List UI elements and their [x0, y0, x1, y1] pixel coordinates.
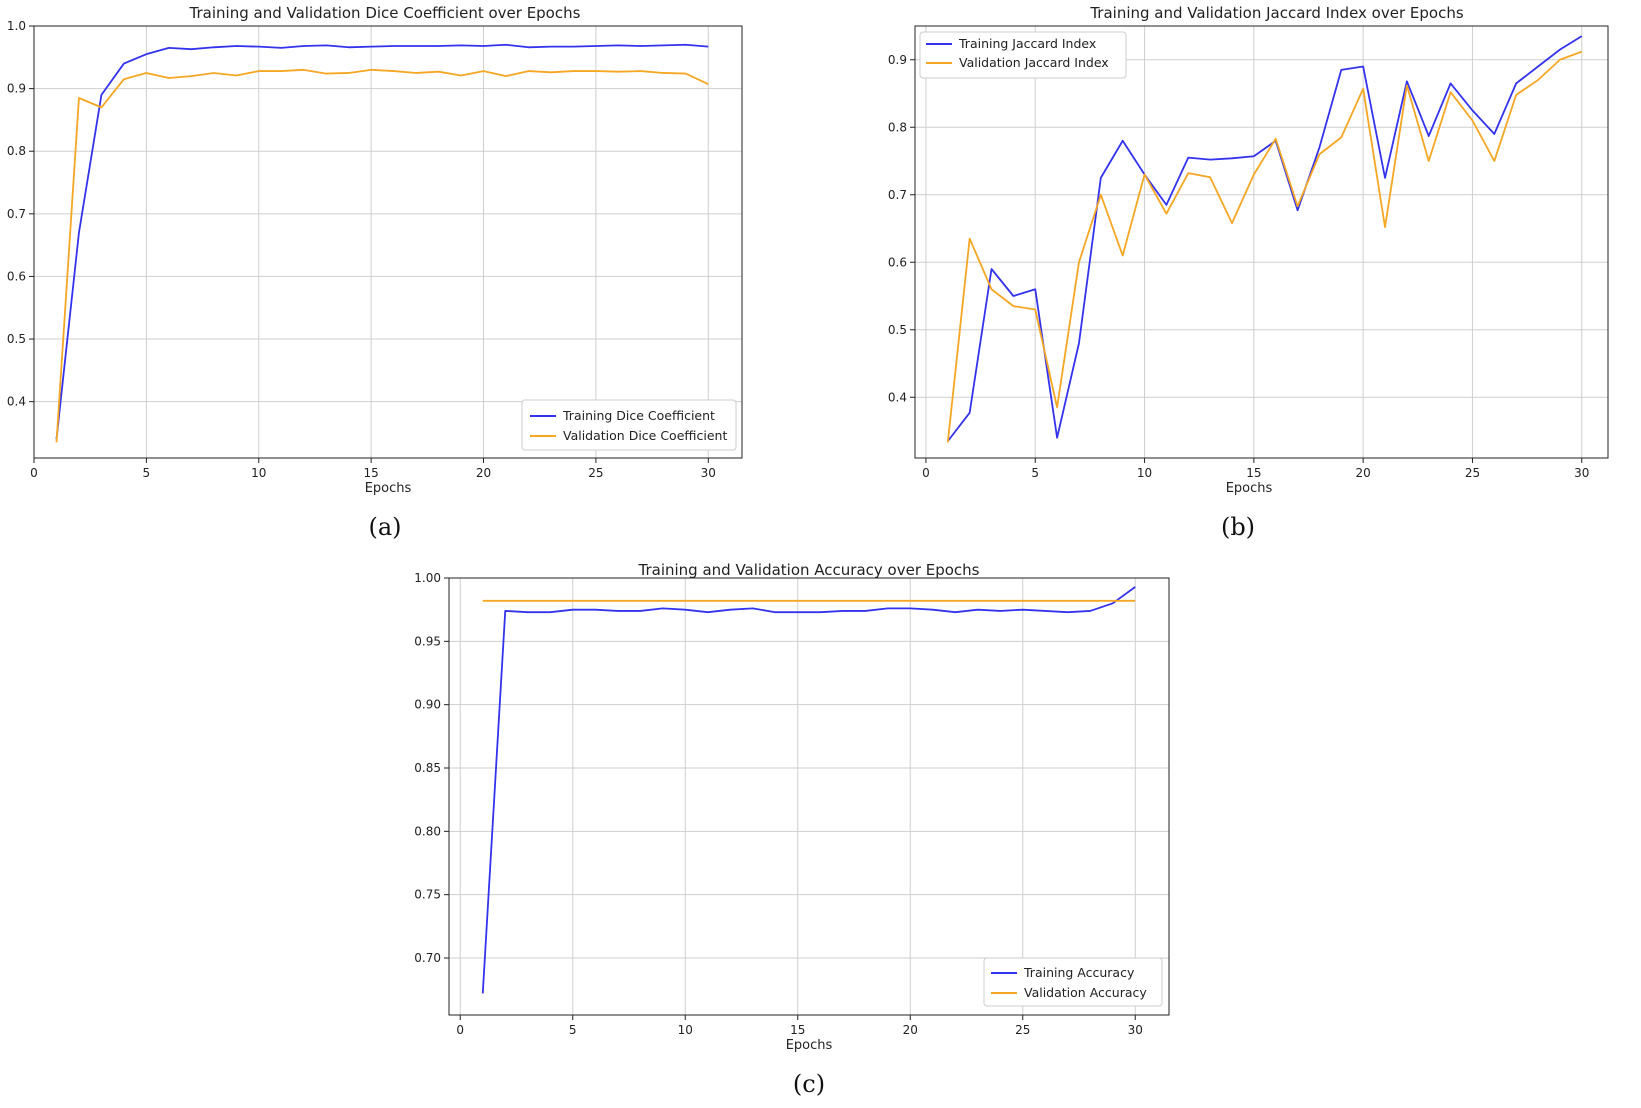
panel-c-ytick-label: 0.75	[414, 888, 441, 902]
panel-c-axes-frame	[448, 577, 1170, 1016]
panel-c-ytick-label: 0.95	[414, 634, 441, 648]
panel-a-legend: Training Dice Coefficient Validation Dic…	[521, 399, 737, 451]
panel-b-xlabel: Epochs	[1226, 481, 1273, 496]
panel-b-ytick-label: 0.7	[888, 188, 907, 202]
panel-a-ytick-label: 0.9	[7, 82, 26, 96]
panel-a-ytick-label: 0.4	[7, 395, 26, 409]
panel-a-ytick-label: 0.5	[7, 332, 26, 346]
panel-b-ytick-label: 0.6	[888, 255, 907, 269]
panel-c-caption: (c)	[793, 1070, 825, 1098]
panel-c-xtick-label: 15	[790, 1023, 805, 1037]
panel-b-legend-label-validation: Validation Jaccard Index	[959, 55, 1109, 70]
panel-a-legend-label-training: Training Dice Coefficient	[562, 408, 715, 423]
panel-a-axes-frame	[33, 25, 743, 459]
panel-b-title: Training and Validation Jaccard Index ov…	[1089, 4, 1463, 22]
panel-a-xtick-label: 30	[701, 466, 716, 480]
panel-c-legend-box	[983, 957, 1163, 1007]
panel-a-legend-label-validation: Validation Dice Coefficient	[563, 428, 727, 443]
panel-c-xtick-label: 5	[569, 1023, 577, 1037]
panel-b-ytick-label: 0.5	[888, 323, 907, 337]
panel-b-caption: (b)	[1221, 513, 1255, 541]
panel-a-xtick-label: 25	[588, 466, 603, 480]
panel-c-xlabel: Epochs	[786, 1038, 833, 1053]
panel-b-xtick-label: 10	[1137, 466, 1152, 480]
panel-a-xtick-label: 15	[364, 466, 379, 480]
panel-a-ytick-label: 0.8	[7, 144, 26, 158]
panel-c-ytick-label: 0.70	[414, 951, 441, 965]
panel-b-training-series-line	[947, 35, 1583, 442]
panel-a: Training and Validation Dice Coefficient…	[7, 4, 743, 541]
panel-b-ytick-label: 0.9	[888, 53, 907, 67]
panel-b: Training and Validation Jaccard Index ov…	[888, 4, 1609, 541]
panel-a-ytick-label: 0.7	[7, 207, 26, 221]
panel-a-caption: (a)	[368, 513, 401, 541]
panel-a-training-series-line	[55, 43, 709, 440]
panel-a-legend-box	[521, 399, 737, 451]
panel-a-xtick-label: 20	[476, 466, 491, 480]
panel-b-xtick-label: 0	[922, 466, 930, 480]
panel-a-ytick-label: 0.6	[7, 269, 26, 283]
panel-b-validation-series-line	[946, 50, 1583, 443]
panel-a-xtick-label: 5	[143, 466, 151, 480]
panel-c-legend: Training Accuracy Validation Accuracy	[983, 957, 1163, 1007]
panel-a-xlabel: Epochs	[365, 481, 412, 496]
panel-b-legend-box	[919, 31, 1127, 79]
panel-b-legend: Training Jaccard Index Validation Jaccar…	[919, 31, 1127, 79]
panel-c-ytick-label: 0.80	[414, 824, 441, 838]
panel-b-axes-frame	[914, 25, 1609, 459]
panel-a-title: Training and Validation Dice Coefficient…	[189, 4, 581, 22]
panel-c-ytick-label: 0.85	[414, 761, 441, 775]
panel-c-ytick-label: 1.00	[414, 571, 441, 585]
panel-b-xtick-label: 20	[1356, 466, 1371, 480]
panel-c-legend-label-validation: Validation Accuracy	[1024, 985, 1147, 1000]
panel-a-xtick-label: 10	[251, 466, 266, 480]
panel-c-title: Training and Validation Accuracy over Ep…	[638, 561, 980, 579]
panel-a-ytick-label: 1.0	[7, 19, 26, 33]
panel-b-xtick-label: 30	[1574, 466, 1589, 480]
panel-b-ytick-label: 0.4	[888, 390, 907, 404]
panel-c-xtick-label: 0	[456, 1023, 464, 1037]
panel-c: Training and Validation Accuracy over Ep…	[414, 561, 1170, 1098]
panel-b-legend-label-training: Training Jaccard Index	[958, 36, 1096, 51]
panel-c-xtick-label: 20	[903, 1023, 918, 1037]
panel-c-legend-label-training: Training Accuracy	[1023, 965, 1135, 980]
panel-b-xtick-label: 15	[1246, 466, 1261, 480]
panel-c-ytick-label: 0.90	[414, 698, 441, 712]
panel-b-xtick-label: 5	[1031, 466, 1039, 480]
panel-c-xtick-label: 10	[678, 1023, 693, 1037]
panel-c-xtick-label: 25	[1015, 1023, 1030, 1037]
panel-c-training-series-line	[481, 586, 1136, 994]
panel-b-ytick-label: 0.8	[888, 120, 907, 134]
panel-a-validation-series-line	[55, 68, 709, 443]
panel-c-xtick-label: 30	[1128, 1023, 1143, 1037]
panel-a-xtick-label: 0	[30, 466, 38, 480]
panel-b-xtick-label: 25	[1465, 466, 1480, 480]
